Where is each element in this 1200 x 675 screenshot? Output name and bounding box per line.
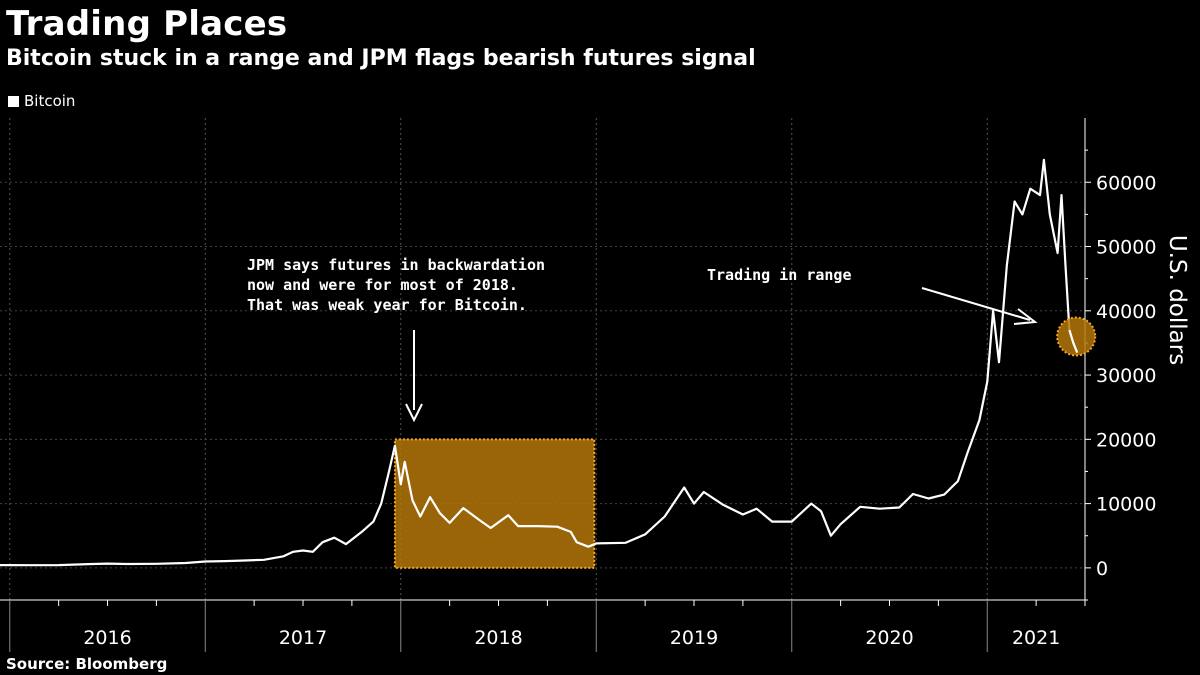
chart-subtitle: Bitcoin stuck in a range and JPM flags b… [6, 46, 756, 71]
y-tick-label: 0 [1096, 558, 1108, 580]
series-line-bitcoin [0, 158, 1079, 567]
source-note: Source: Bloomberg [6, 655, 168, 673]
annotation-range-arrowhead [1013, 308, 1038, 325]
annotation-jpm-line: now and were for most of 2018. [247, 276, 518, 294]
legend-label: Bitcoin [24, 92, 76, 110]
y-axis-label: U.S. dollars [1164, 235, 1190, 365]
y-tick-label: 20000 [1096, 429, 1156, 451]
y-tick-label: 60000 [1096, 172, 1156, 194]
highlight-2018-box [393, 438, 596, 569]
annotation-range-text: Trading in range [707, 266, 852, 284]
chart-title: Trading Places [6, 4, 288, 44]
x-tick-label: 2016 [83, 627, 131, 649]
annotation-jpm-line: That was weak year for Bitcoin. [247, 296, 527, 314]
y-tick-label: 40000 [1096, 301, 1156, 323]
x-tick-label: 2020 [865, 627, 913, 649]
x-tick-label: 2018 [474, 627, 522, 649]
annotation-jpm-line: JPM says futures in backwardation [247, 256, 545, 274]
legend: Bitcoin [8, 92, 75, 110]
annotation-jpm-arrowhead [405, 403, 423, 423]
highlight-range-circle [1056, 316, 1097, 357]
series-line-recent [1068, 329, 1079, 354]
y-tick-label: 10000 [1096, 494, 1156, 516]
x-tick-label: 2017 [279, 627, 327, 649]
y-tick-label: 50000 [1096, 237, 1156, 259]
x-tick-label: 2021 [1012, 627, 1060, 649]
legend-swatch [8, 95, 19, 107]
x-tick-label: 2019 [670, 627, 718, 649]
annotation-range-arrow-shaft [921, 287, 1031, 321]
y-tick-label: 30000 [1096, 365, 1156, 387]
